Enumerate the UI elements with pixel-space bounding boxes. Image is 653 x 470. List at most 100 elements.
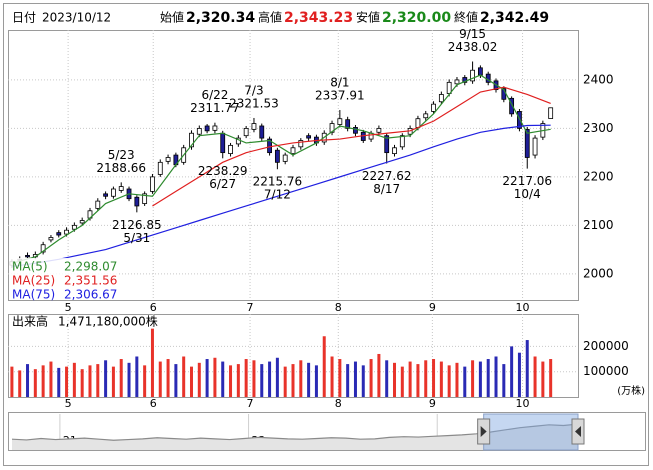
- candle-body: [548, 107, 554, 119]
- candle-body: [376, 128, 382, 133]
- close-label: 終値: [454, 10, 478, 25]
- x-tick-label: 10: [516, 301, 530, 314]
- legend-label: MA(5): [12, 260, 48, 274]
- labels: 2000 2100 2200 2300 2400 5 5 6 6 7 7 8 8 9 9 10 10 100000…: [12, 27, 645, 410]
- volume-bar: [119, 359, 123, 397]
- x-tick-label: 6: [150, 301, 157, 314]
- volume-bar: [541, 361, 545, 397]
- low-value: 2,320.00: [382, 10, 451, 26]
- navigator-selection[interactable]: [483, 413, 579, 451]
- legend-value: 2,306.67: [64, 288, 117, 302]
- annotation-price: 2126.85: [112, 218, 162, 232]
- volume-bar: [432, 359, 436, 397]
- date: 2023/10/12: [42, 11, 111, 25]
- handle-arrow: [575, 426, 581, 437]
- annotation-date: 8/1: [330, 76, 349, 90]
- date-label: 日付: [12, 11, 36, 25]
- candle-body: [423, 113, 429, 119]
- annotation-date: 7/12: [264, 188, 291, 202]
- volume-bar: [533, 356, 537, 397]
- volume-bar: [205, 359, 209, 397]
- candle-body: [243, 128, 249, 137]
- y-tick-label: 2100: [583, 218, 614, 232]
- candle-body: [345, 119, 351, 129]
- volume-bar: [369, 359, 373, 397]
- volume-bar: [197, 362, 201, 397]
- candle-body: [64, 229, 69, 235]
- annotation-date: 8/17: [373, 182, 400, 196]
- high-label: 高値: [258, 10, 282, 25]
- candle-body: [25, 255, 30, 258]
- y-tick-label: 2200: [583, 169, 614, 183]
- volume-bar: [150, 328, 154, 397]
- volume-bar: [65, 366, 69, 397]
- volume-bar: [330, 356, 334, 397]
- ma-line: [11, 124, 551, 268]
- volume-bar: [478, 361, 482, 397]
- candle-body: [446, 81, 452, 94]
- candle-body: [415, 118, 421, 128]
- volume-bar: [517, 352, 521, 397]
- candle-body: [56, 232, 62, 236]
- volume-bar: [182, 356, 186, 397]
- frame: [3, 3, 649, 466]
- candle-body: [306, 135, 312, 139]
- navigator-handle[interactable]: [571, 418, 585, 445]
- annotation-price: 2238.29: [198, 164, 248, 178]
- x-tick-label: 9: [429, 301, 436, 314]
- candle-body: [532, 137, 538, 156]
- volume-bar: [299, 360, 303, 397]
- volume-bar: [377, 353, 381, 397]
- volume-bar: [57, 367, 61, 397]
- navigator-handle[interactable]: [477, 418, 491, 445]
- volume-bar: [143, 365, 147, 397]
- volume-bar: [96, 364, 100, 397]
- annotation-date: 6/22: [201, 88, 228, 102]
- candle-body: [111, 188, 116, 197]
- annotation-price: 2337.91: [315, 89, 365, 103]
- volume-bar: [33, 369, 37, 397]
- y-tick-label: 2000: [583, 266, 614, 280]
- candle-body: [228, 144, 233, 155]
- volume-bar: [502, 364, 506, 397]
- volume-unit: (万株): [617, 384, 645, 397]
- volume-bar: [104, 360, 108, 397]
- volume-bar: [252, 360, 256, 397]
- x-tick-label: 5: [65, 301, 72, 314]
- volume-bar: [260, 364, 264, 397]
- candle-body: [267, 138, 272, 154]
- volume-bar: [18, 370, 22, 397]
- legend-value: 2,298.07: [64, 260, 117, 274]
- volume-bar: [424, 360, 428, 397]
- volume-bar: [338, 359, 342, 397]
- candle-body: [212, 125, 218, 131]
- annotation-price: 2227.62: [362, 169, 412, 183]
- candle-body: [477, 67, 483, 76]
- annotation-price: 2215.76: [253, 175, 303, 189]
- volume-bar: [393, 362, 397, 397]
- navigator-panel: [8, 412, 646, 451]
- volume-bar: [236, 364, 240, 397]
- candle-body: [337, 118, 343, 125]
- candle-body: [298, 140, 304, 148]
- grid: [8, 30, 578, 397]
- x-tick-label: 7: [247, 301, 254, 314]
- candle-body: [48, 237, 54, 241]
- volume-bar: [385, 360, 389, 397]
- volume-bar: [213, 357, 217, 397]
- x-tick-label: 7: [247, 397, 254, 410]
- volume-bar: [275, 357, 279, 397]
- annotation-price: 2188.66: [96, 161, 146, 175]
- candle-body: [103, 193, 109, 197]
- candle-body: [274, 149, 280, 163]
- handle-arrow: [480, 426, 487, 437]
- volume-bar: [486, 359, 490, 397]
- volume-bar: [189, 366, 193, 397]
- navigator-area: [12, 424, 578, 450]
- candle-body: [509, 97, 515, 115]
- candle-body: [282, 154, 288, 162]
- open-value: 2,320.34: [186, 10, 255, 26]
- volume-bar: [221, 361, 225, 397]
- volume-bar: [416, 364, 420, 397]
- legend-value: 2,351.56: [64, 274, 117, 288]
